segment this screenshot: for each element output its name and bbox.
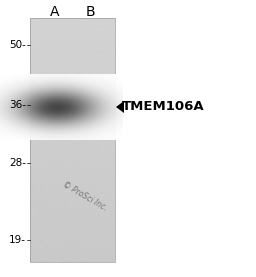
Text: B: B [85,5,95,19]
Bar [30,18,115,262]
Text: 50-: 50- [9,40,26,50]
Text: A: A [50,5,60,19]
Text: © ProSci Inc.: © ProSci Inc. [61,180,109,212]
Text: 28-: 28- [9,158,26,168]
Text: 19-: 19- [9,235,26,245]
Text: TMEM106A: TMEM106A [122,101,205,114]
Text: 36-: 36- [9,100,26,110]
Polygon shape [116,101,124,113]
